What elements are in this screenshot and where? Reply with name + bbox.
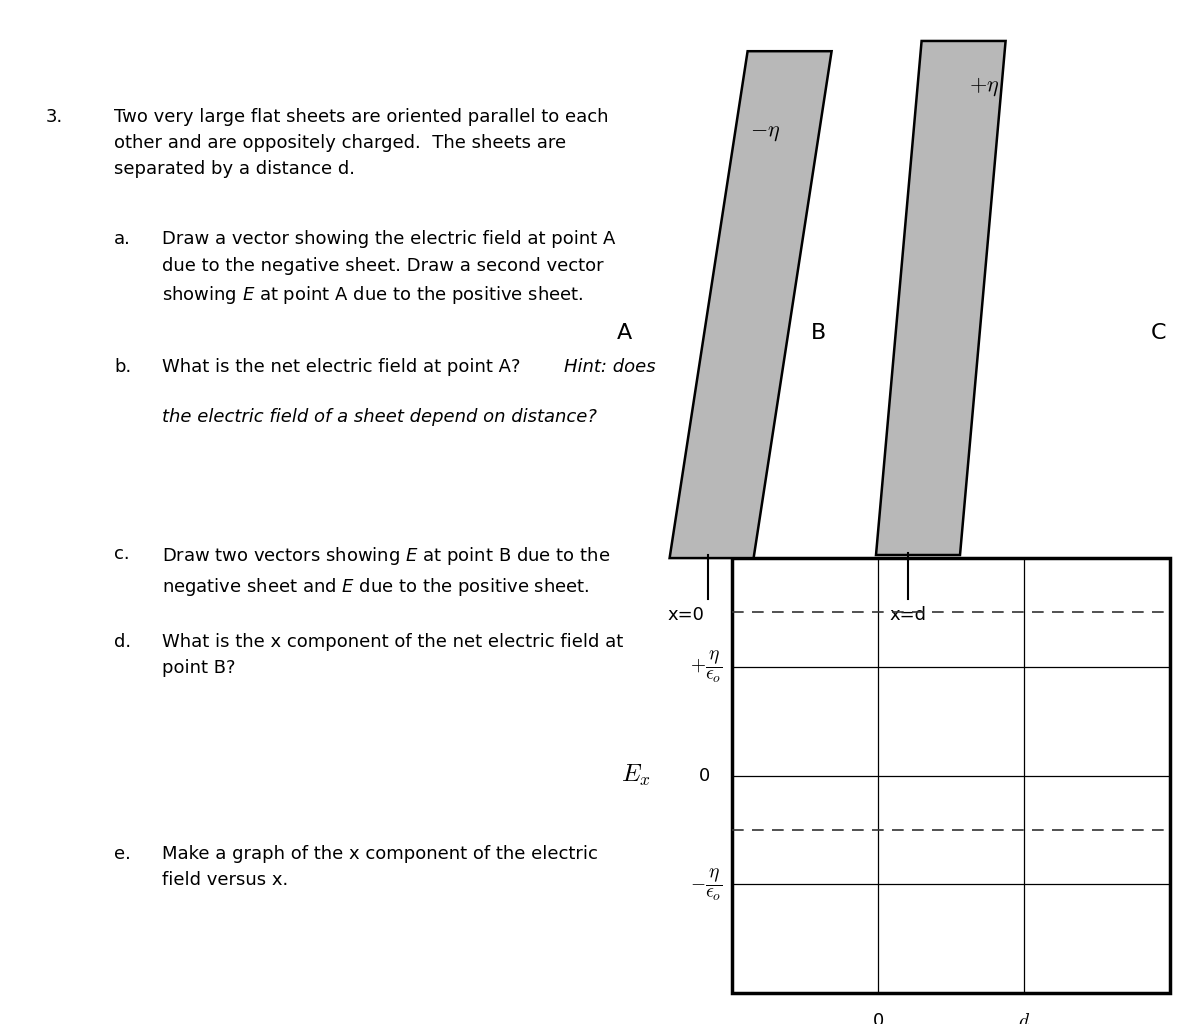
Text: x=d: x=d bbox=[890, 606, 926, 625]
Text: $-\dfrac{\eta}{\epsilon_o}$: $-\dfrac{\eta}{\epsilon_o}$ bbox=[690, 866, 722, 903]
Text: d.: d. bbox=[114, 633, 131, 651]
Text: e.: e. bbox=[114, 845, 131, 863]
Text: b.: b. bbox=[114, 358, 131, 377]
Text: Draw a vector showing the electric field at point A
due to the negative sheet. D: Draw a vector showing the electric field… bbox=[162, 230, 616, 306]
Text: x=0: x=0 bbox=[668, 606, 704, 625]
Text: B: B bbox=[811, 323, 826, 343]
Text: A: A bbox=[617, 323, 631, 343]
Text: $0$: $0$ bbox=[872, 1012, 884, 1024]
Polygon shape bbox=[876, 41, 1006, 555]
Text: a.: a. bbox=[114, 230, 131, 249]
Text: Hint: does: Hint: does bbox=[564, 358, 655, 377]
Text: What is the net electric field at point A?: What is the net electric field at point … bbox=[162, 358, 527, 377]
Text: $d$: $d$ bbox=[1018, 1012, 1030, 1024]
Text: What is the x component of the net electric field at
point B?: What is the x component of the net elect… bbox=[162, 633, 623, 677]
Text: $+\dfrac{\eta}{\epsilon_o}$: $+\dfrac{\eta}{\epsilon_o}$ bbox=[690, 648, 722, 685]
Text: Make a graph of the x component of the electric
field versus x.: Make a graph of the x component of the e… bbox=[162, 845, 598, 889]
Text: $0$: $0$ bbox=[698, 767, 710, 784]
Text: C: C bbox=[1151, 323, 1165, 343]
Text: 3.: 3. bbox=[46, 108, 62, 126]
Bar bbox=[732, 558, 1170, 993]
Text: the electric field of a sheet depend on distance?: the electric field of a sheet depend on … bbox=[162, 408, 596, 426]
Text: $E_x$: $E_x$ bbox=[622, 763, 650, 788]
Text: $-\eta$: $-\eta$ bbox=[750, 123, 781, 143]
Text: Draw two vectors showing $E$ at point B due to the
negative sheet and $E$ due to: Draw two vectors showing $E$ at point B … bbox=[162, 545, 610, 598]
Text: Two very large flat sheets are oriented parallel to each
other and are oppositel: Two very large flat sheets are oriented … bbox=[114, 108, 608, 178]
Polygon shape bbox=[670, 51, 832, 558]
Text: c.: c. bbox=[114, 545, 130, 563]
Text: $+\eta$: $+\eta$ bbox=[968, 76, 1000, 98]
